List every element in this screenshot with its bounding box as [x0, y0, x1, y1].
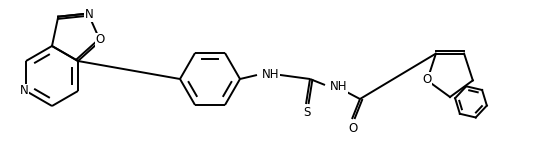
Text: NH: NH: [262, 67, 279, 80]
Text: N: N: [85, 8, 94, 21]
Text: O: O: [96, 33, 105, 46]
Text: O: O: [348, 122, 358, 134]
Text: NH: NH: [330, 80, 348, 94]
Text: N: N: [20, 85, 29, 97]
Text: S: S: [303, 106, 311, 119]
Text: O: O: [422, 73, 432, 86]
